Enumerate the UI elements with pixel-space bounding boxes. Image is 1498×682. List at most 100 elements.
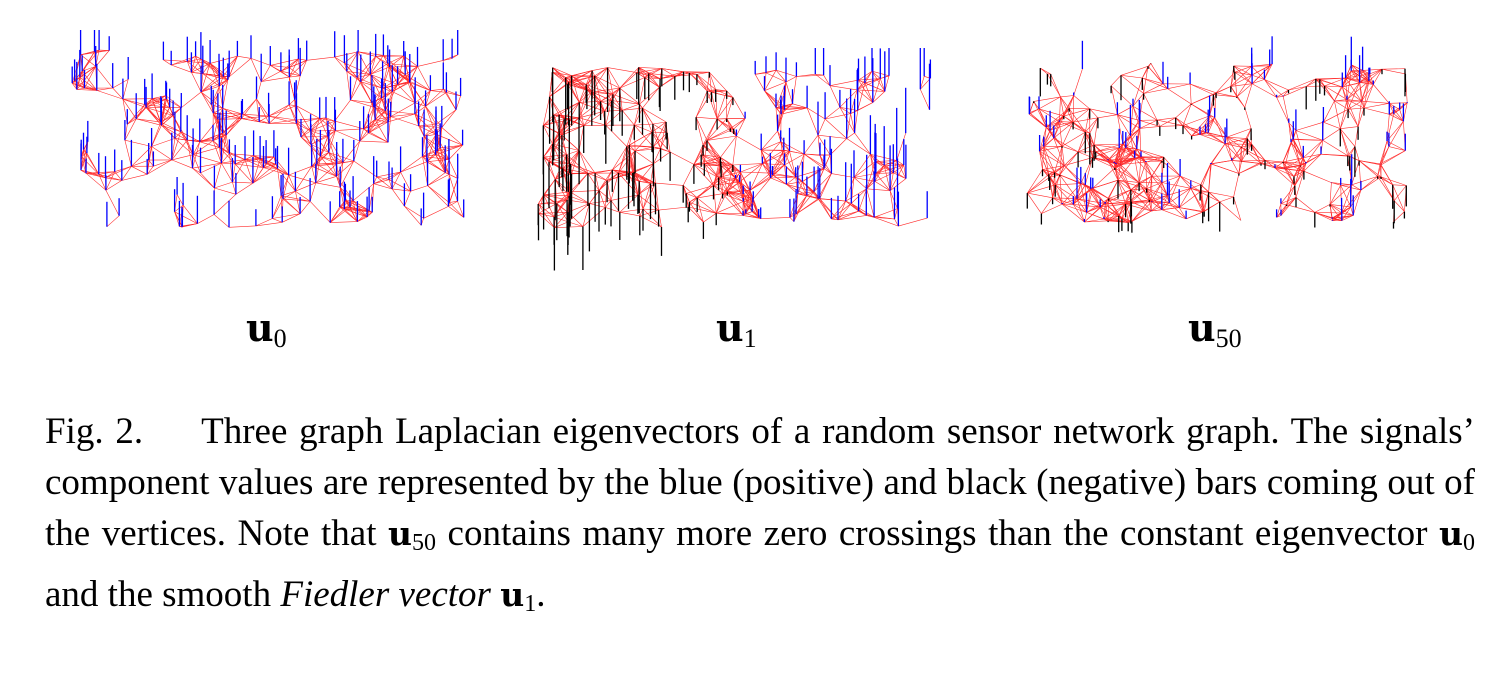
- graph-edge: [1346, 99, 1359, 127]
- graph-edge: [439, 147, 446, 173]
- graph-edge: [346, 71, 361, 83]
- graph-edge: [1151, 182, 1163, 202]
- graph-edge: [174, 211, 198, 224]
- graph-edge: [1151, 207, 1180, 212]
- graph-edge: [1122, 143, 1137, 150]
- graph-edge: [1115, 164, 1119, 181]
- graph-edge: [382, 88, 391, 117]
- graph-edge: [1107, 160, 1117, 165]
- graph-edge: [80, 169, 99, 175]
- graph-edge: [1231, 160, 1240, 174]
- graph-edge: [392, 188, 411, 192]
- graph-edge: [1331, 182, 1352, 186]
- graph-edge: [612, 169, 635, 173]
- graph-edge: [1251, 83, 1277, 98]
- graph-edge: [1314, 212, 1342, 214]
- graph-edge: [585, 84, 593, 93]
- graph-edge: [594, 75, 612, 101]
- graph-edge: [311, 166, 317, 183]
- graph-edge: [1260, 160, 1266, 164]
- graph-edge: [740, 171, 751, 191]
- graph-edge: [392, 84, 398, 92]
- graph-edge: [695, 117, 708, 141]
- graph-edge: [634, 104, 640, 126]
- graph-edge: [1346, 82, 1360, 100]
- graph-edge: [192, 140, 214, 155]
- graph-edge: [1213, 94, 1237, 98]
- graph-edge: [804, 153, 821, 156]
- graph-edge: [1199, 163, 1211, 192]
- graph-edge: [716, 201, 744, 214]
- graph-edge: [579, 91, 592, 103]
- graph-edge: [105, 166, 132, 179]
- graph-edge: [311, 152, 329, 167]
- graph-edge: [147, 159, 172, 175]
- graph-edge: [732, 164, 740, 183]
- graph-edge: [1108, 198, 1126, 205]
- graph-edge: [1323, 100, 1335, 123]
- graph-edge: [1215, 71, 1236, 94]
- graph-edge: [1341, 215, 1354, 221]
- graph-edge: [1208, 132, 1226, 144]
- graph-edge: [392, 91, 416, 104]
- graph-edge: [85, 172, 107, 191]
- graph-edge: [543, 125, 560, 134]
- graph-edge: [368, 116, 391, 134]
- graph-edge: [742, 215, 761, 219]
- graph-edge: [368, 121, 389, 134]
- graph-edge: [214, 163, 222, 189]
- graph-edge: [1061, 183, 1082, 205]
- graph-edge: [858, 188, 867, 212]
- graph-edge: [235, 158, 261, 165]
- graph-edge: [720, 135, 737, 158]
- graph-edge: [212, 119, 219, 141]
- graph-edge: [437, 144, 463, 152]
- graph-edge: [829, 79, 859, 86]
- graph-edge: [1117, 180, 1126, 205]
- graph-edge: [1052, 174, 1061, 198]
- graph-edge: [706, 128, 731, 141]
- graph-edge: [192, 162, 222, 169]
- graph-edge: [144, 104, 162, 126]
- graph-edge: [1286, 176, 1295, 205]
- graph-edge: [269, 119, 297, 124]
- graph-edge: [1059, 151, 1079, 176]
- graph-edge: [1393, 211, 1405, 223]
- graph-edge: [579, 101, 601, 103]
- graph-edge: [1349, 146, 1356, 157]
- graph-edge: [1334, 100, 1341, 129]
- graph-edge: [1244, 83, 1253, 108]
- graph-edge: [98, 171, 115, 175]
- graph-edge: [552, 67, 572, 76]
- graph-edge: [261, 76, 290, 82]
- graph-edge: [1061, 146, 1079, 153]
- graph-edge: [722, 178, 736, 194]
- graph-edge: [270, 65, 282, 72]
- graph-edge: [739, 163, 763, 183]
- graph-edge: [135, 104, 145, 119]
- graph-edge: [578, 102, 584, 126]
- graph-edge: [543, 114, 560, 126]
- graph-edge: [376, 176, 393, 190]
- graph-edge: [689, 201, 717, 214]
- graph-edge: [1125, 128, 1141, 149]
- graph-edge: [1062, 203, 1087, 213]
- graph-edge: [543, 191, 571, 196]
- graph-edge: [839, 89, 858, 108]
- graph-edge: [212, 140, 220, 148]
- graph-edge: [1208, 163, 1212, 193]
- graph-edge: [1027, 192, 1042, 214]
- graph-edge: [795, 198, 820, 215]
- graph-edge: [715, 89, 734, 98]
- graph-edge: [780, 103, 793, 115]
- graph-edge: [1393, 102, 1408, 115]
- graph-edge: [131, 166, 148, 175]
- graph-edge: [334, 56, 348, 72]
- graph-edge: [1282, 161, 1306, 164]
- graph-edge: [600, 101, 605, 112]
- graph-edge: [1151, 157, 1164, 177]
- graph-edge: [418, 124, 437, 127]
- graph-edge: [161, 115, 174, 126]
- graph-edge: [1362, 70, 1370, 82]
- graph-edge: [762, 141, 781, 164]
